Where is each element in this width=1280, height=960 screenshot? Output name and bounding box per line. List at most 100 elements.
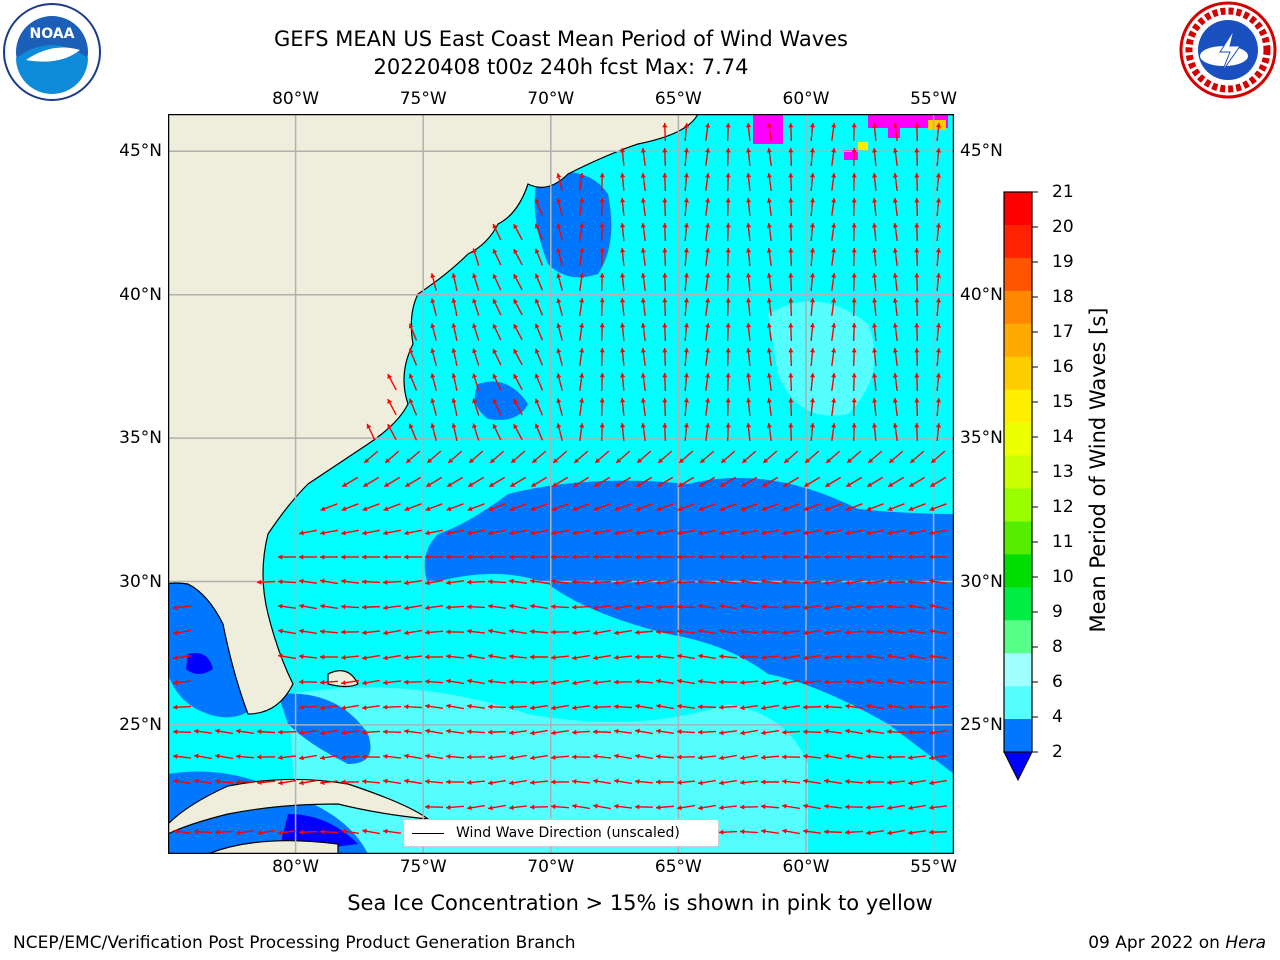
wave-direction-arrowhead <box>929 755 934 761</box>
wave-direction-arrowhead <box>430 348 436 354</box>
wave-direction-arrowhead <box>908 755 913 761</box>
colorbar <box>1003 191 1038 782</box>
wave-direction-arrowhead <box>425 554 430 560</box>
wave-direction-arrowhead <box>677 678 682 684</box>
wave-direction-arrowhead <box>619 398 626 403</box>
wave-direction-arrowhead <box>698 579 703 585</box>
wave-direction-arrowhead <box>809 348 816 353</box>
wave-direction-arrowhead <box>509 755 514 761</box>
wave-direction-arrowhead <box>425 804 430 810</box>
wave-direction-arrowhead <box>677 754 682 760</box>
wave-direction-arrowhead <box>725 248 731 253</box>
wave-direction-arrowhead <box>929 653 934 660</box>
wave-direction-arrowhead <box>788 373 794 378</box>
wave-direction-arrowhead <box>803 655 808 661</box>
wave-direction-arrowhead <box>831 198 837 203</box>
wave-direction-arrowhead <box>173 605 178 611</box>
wave-direction-arrowhead <box>448 458 454 463</box>
wave-direction-arrowhead <box>320 705 325 711</box>
wave-direction-arrowhead <box>871 373 878 378</box>
wave-direction-arrowhead <box>766 148 772 153</box>
wave-direction-arrowhead <box>914 298 920 303</box>
wave-direction-arrowhead <box>871 348 878 353</box>
colorbar-swatch <box>1004 488 1032 522</box>
wave-direction-arrowhead <box>845 580 850 586</box>
wave-direction-arrowhead <box>509 603 514 609</box>
colorbar-swatch <box>1004 653 1032 687</box>
wave-direction-arrowhead <box>556 273 562 279</box>
wave-direction-arrowhead <box>556 398 562 404</box>
colorbar-tick-label: 4 <box>1052 707 1063 727</box>
wave-direction-arrowhead <box>851 223 857 228</box>
wave-direction-arrowhead <box>488 704 493 710</box>
wave-direction-arrowhead <box>593 803 598 809</box>
wave-direction-arrowhead <box>719 530 724 536</box>
wave-direction-arrowhead <box>468 482 474 487</box>
wave-direction-arrowhead <box>341 530 346 536</box>
wave-direction-arrowhead <box>635 605 640 611</box>
wave-direction-arrowhead <box>656 703 661 709</box>
wave-direction-arrowhead <box>320 554 325 560</box>
wave-direction-arrowhead <box>871 123 878 128</box>
wave-direction-arrowhead <box>824 506 830 512</box>
wave-direction-arrowhead <box>888 482 894 487</box>
wave-direction-arrowhead <box>678 482 684 487</box>
wave-direction-arrowhead <box>492 323 498 329</box>
wave-direction-arrowhead <box>579 423 585 428</box>
wave-direction-arrowhead <box>320 779 325 786</box>
wave-direction-arrowhead <box>551 779 556 785</box>
wave-direction-arrowhead <box>804 482 810 487</box>
wave-direction-arrowhead <box>705 373 711 378</box>
wave-direction-arrowhead <box>805 458 811 463</box>
wave-direction-arrowhead <box>935 348 942 353</box>
wave-direction-arrowhead <box>745 198 752 203</box>
wave-direction-arrowhead <box>614 704 619 710</box>
longitude-label-bottom: 55°W <box>910 857 958 877</box>
wave-direction-arrowhead <box>935 423 942 428</box>
wave-direction-arrowhead <box>614 654 619 661</box>
wave-direction-arrowhead <box>803 704 808 710</box>
wave-direction-arrowhead <box>725 273 731 278</box>
wave-direction-arrowhead <box>451 398 457 403</box>
wave-direction-arrowhead <box>677 805 682 811</box>
wave-direction-arrowhead <box>740 804 745 810</box>
wave-direction-arrowhead <box>446 604 451 610</box>
wave-direction-arrowhead <box>257 779 262 786</box>
wave-direction-arrowhead <box>745 223 752 228</box>
wave-direction-arrowhead <box>809 373 816 378</box>
wave-direction-arrowhead <box>619 423 626 428</box>
longitude-label-top: 80°W <box>272 89 320 109</box>
wave-direction-arrowhead <box>683 323 690 328</box>
wave-direction-arrowhead <box>467 779 472 786</box>
wave-direction-arrowhead <box>599 248 605 253</box>
wave-direction-arrowhead <box>851 373 857 378</box>
wave-direction-arrowhead <box>387 424 393 430</box>
wave-direction-arrowhead <box>173 704 178 710</box>
wave-direction-arrowhead <box>782 506 788 512</box>
wave-direction-arrowhead <box>173 655 178 661</box>
wave-direction-arrowhead <box>683 423 690 428</box>
wave-direction-arrowhead <box>551 530 556 536</box>
wave-direction-arrowhead <box>572 655 577 661</box>
wave-direction-arrowhead <box>551 705 556 711</box>
wave-direction-arrowhead <box>404 506 410 512</box>
wave-direction-arrowhead <box>446 530 451 536</box>
wave-direction-arrowhead <box>425 580 430 586</box>
wave-direction-arrowhead <box>383 630 388 636</box>
wave-direction-arrowhead <box>488 729 493 735</box>
wave-direction-arrowhead <box>887 805 892 811</box>
wave-direction-arrowhead <box>215 753 220 759</box>
wave-direction-arrowhead <box>935 173 942 178</box>
wave-direction-arrowhead <box>761 654 766 661</box>
wave-direction-arrowhead <box>467 754 472 760</box>
wave-direction-arrowhead <box>914 173 920 178</box>
wave-direction-arrowhead <box>534 248 540 254</box>
wave-direction-arrowhead <box>831 248 837 253</box>
wave-direction-arrowhead <box>472 273 478 279</box>
wave-direction-arrowhead <box>845 804 850 810</box>
wave-direction-arrowhead <box>572 630 577 636</box>
wave-direction-arrowhead <box>492 223 498 229</box>
wave-direction-arrowhead <box>908 554 913 560</box>
wave-direction-arrowhead <box>788 273 794 278</box>
wave-direction-arrowhead <box>635 753 640 759</box>
